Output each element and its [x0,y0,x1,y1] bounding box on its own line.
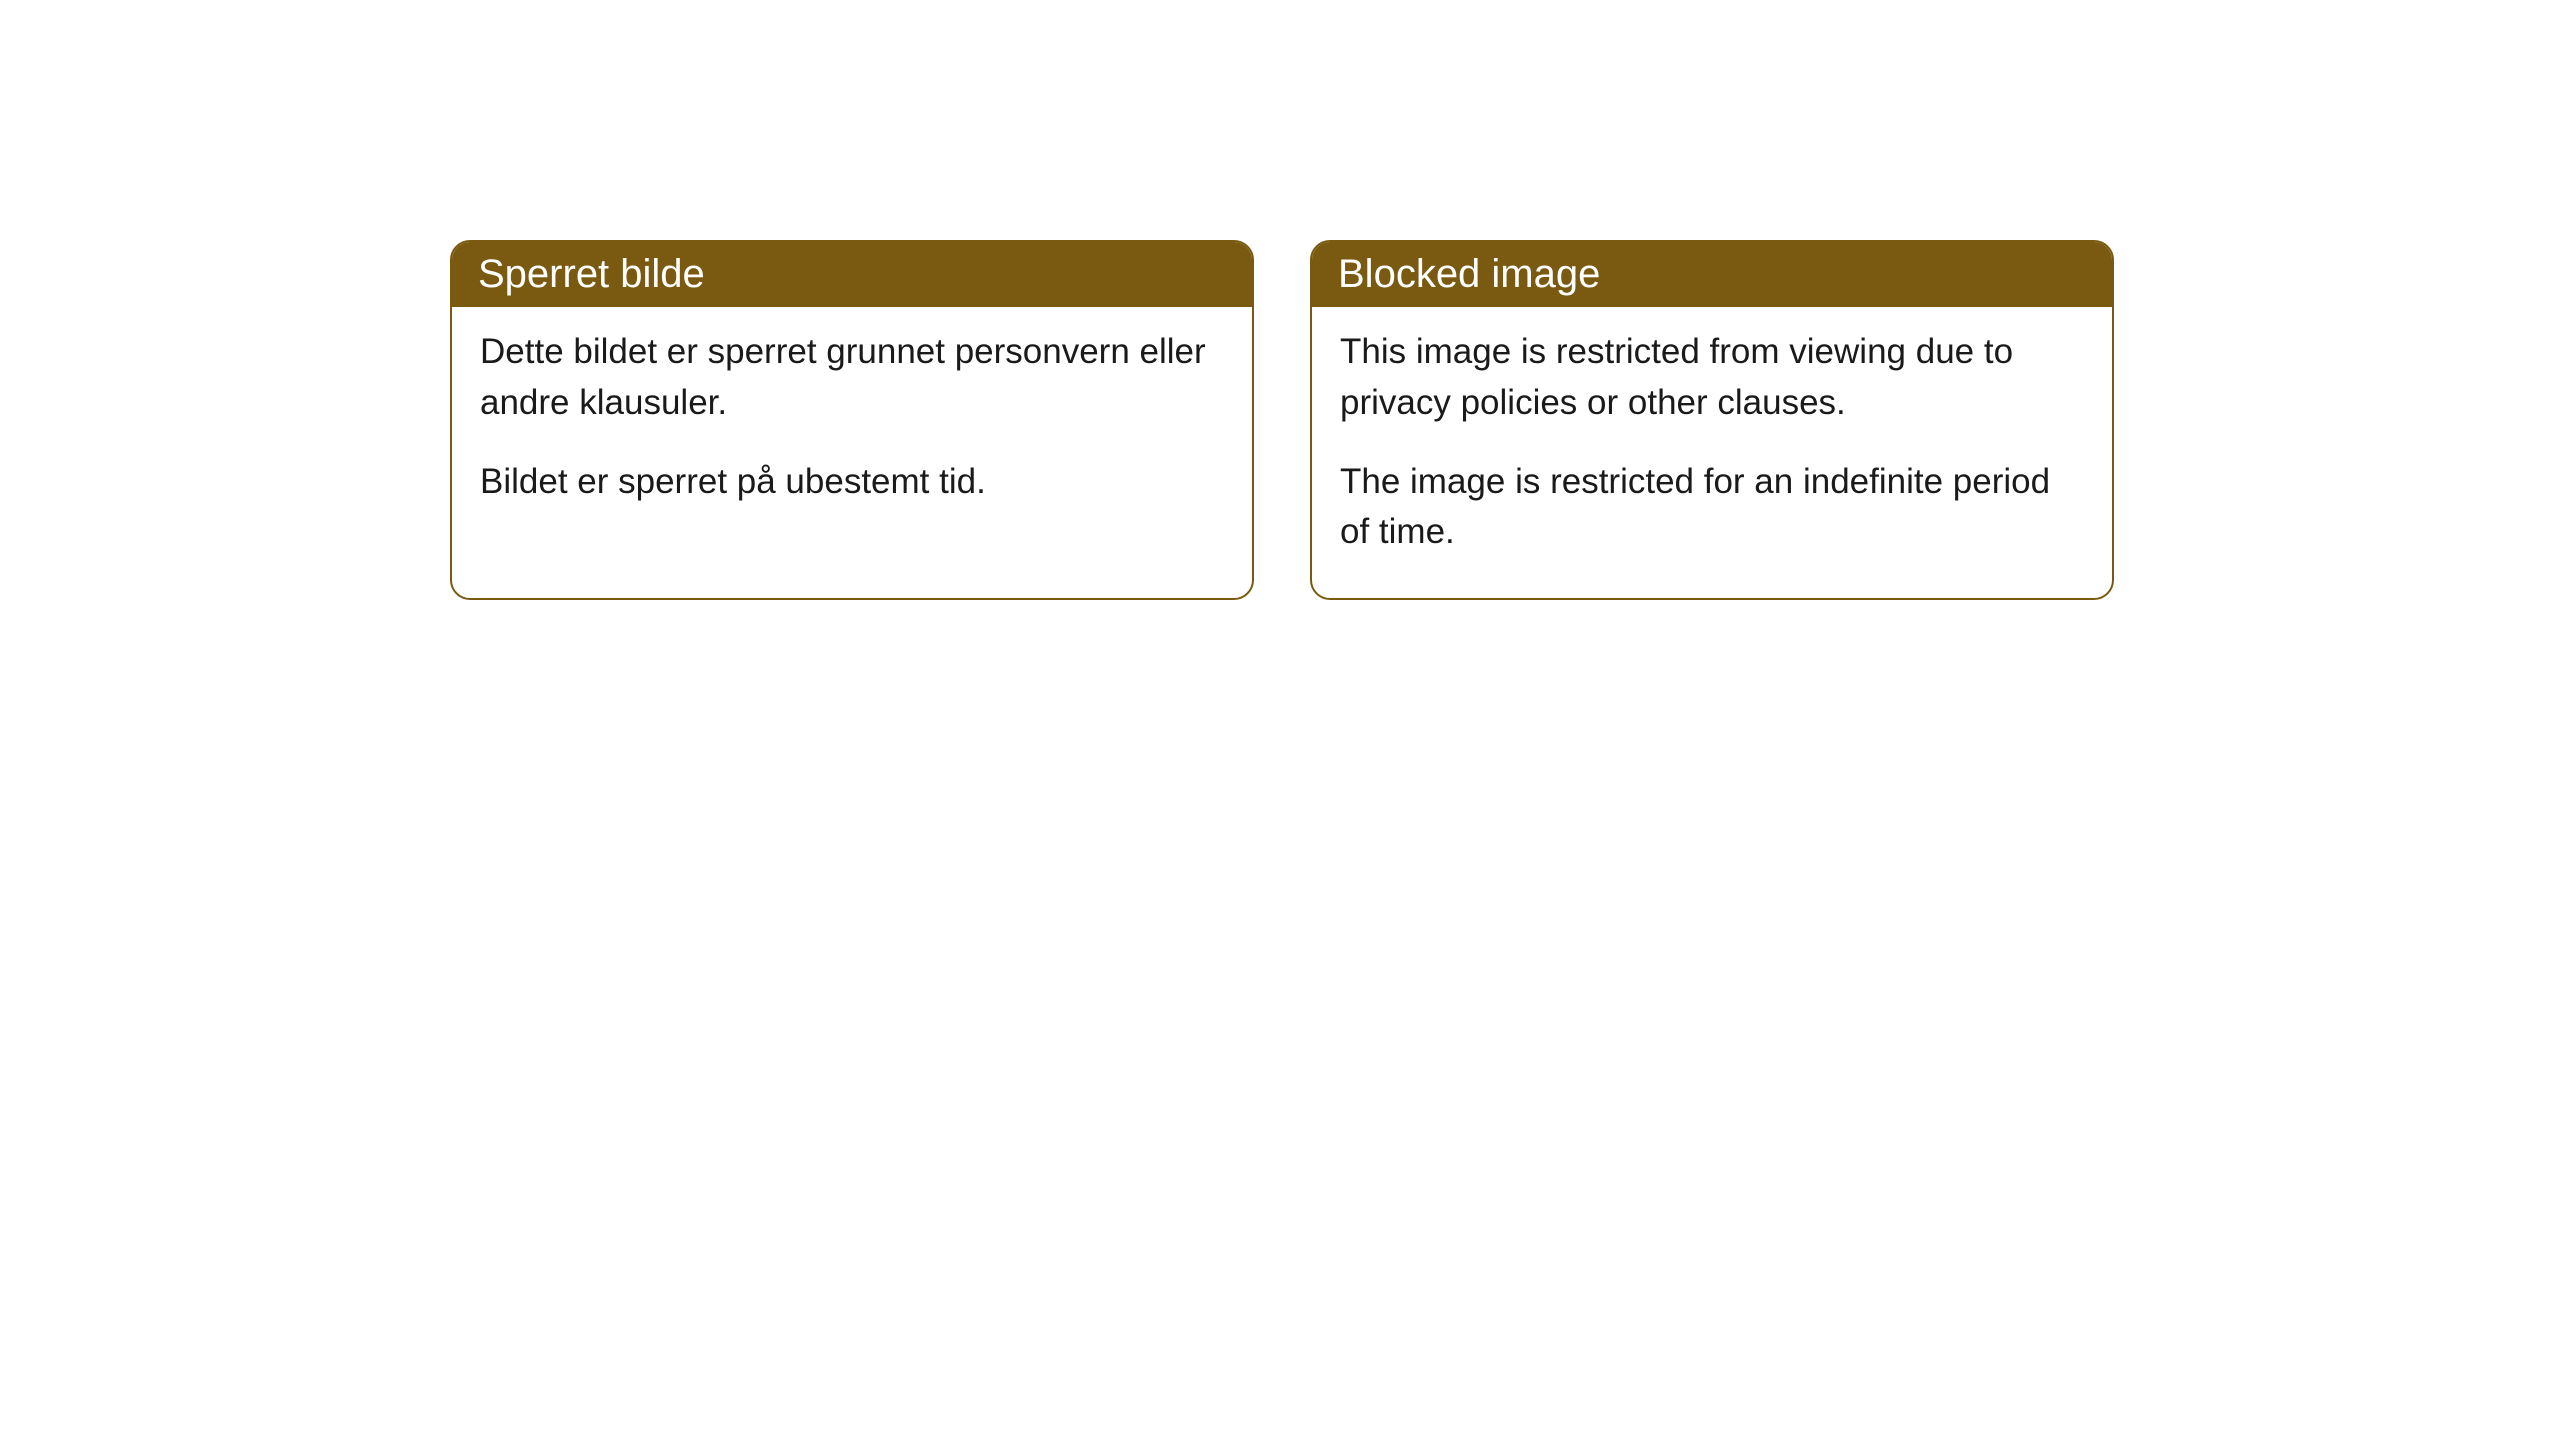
card-text-norwegian-2: Bildet er sperret på ubestemt tid. [480,457,1224,508]
card-header-norwegian: Sperret bilde [452,242,1252,307]
card-english: Blocked image This image is restricted f… [1310,240,2114,600]
card-body-norwegian: Dette bildet er sperret grunnet personve… [452,307,1252,547]
cards-container: Sperret bilde Dette bildet er sperret gr… [450,240,2114,600]
card-text-english-2: The image is restricted for an indefinit… [1340,457,2084,559]
card-norwegian: Sperret bilde Dette bildet er sperret gr… [450,240,1254,600]
card-text-norwegian-1: Dette bildet er sperret grunnet personve… [480,327,1224,429]
card-body-english: This image is restricted from viewing du… [1312,307,2112,598]
card-text-english-1: This image is restricted from viewing du… [1340,327,2084,429]
card-header-english: Blocked image [1312,242,2112,307]
